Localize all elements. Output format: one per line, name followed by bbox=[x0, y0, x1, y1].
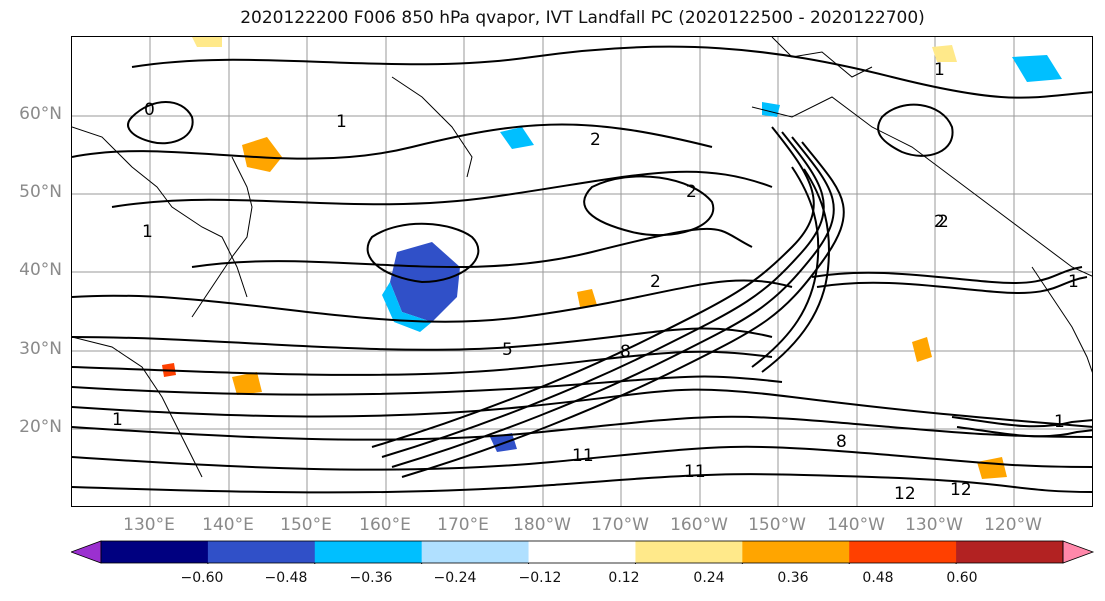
patch-yellow-2 bbox=[932, 45, 957, 62]
colorbar-outline bbox=[100, 540, 1064, 564]
patch-cyan-1 bbox=[500, 127, 534, 149]
colorbar-tick-label: −0.36 bbox=[349, 570, 393, 586]
map-canvas: 0 1 1 2 2 2 2 1 5 8 11 11 12 8 1 12 2 1 … bbox=[72, 37, 1092, 506]
contour-label: 2 bbox=[590, 130, 601, 150]
colorbar-tick-label: 0.12 bbox=[608, 570, 640, 586]
colorbar-segment bbox=[849, 541, 957, 563]
contour-label: 12 bbox=[950, 480, 972, 500]
patch-orange-1 bbox=[242, 137, 282, 172]
contour-label: 5 bbox=[502, 340, 513, 360]
lon-label: 160°W bbox=[670, 515, 728, 535]
patch-orange-5 bbox=[232, 372, 262, 395]
lon-label: 140°E bbox=[202, 515, 254, 535]
contour-label: 2 bbox=[686, 182, 697, 202]
contour-label: 1 bbox=[142, 222, 153, 242]
contour-label: 2 bbox=[938, 212, 949, 232]
contour-label: 2 bbox=[650, 272, 661, 292]
colorbar-tick-label: 0.48 bbox=[862, 570, 894, 586]
colorbar-tick-label: −0.60 bbox=[180, 570, 224, 586]
graticule bbox=[72, 37, 1092, 506]
contour-label: 1 bbox=[112, 410, 123, 430]
patch-cyan-3 bbox=[762, 102, 780, 117]
contour-label: 1 bbox=[934, 60, 945, 80]
patch-orange-4 bbox=[977, 457, 1007, 479]
patch-orange-2 bbox=[577, 289, 597, 307]
contour-label: 8 bbox=[620, 342, 631, 362]
lat-label: 50°N bbox=[19, 182, 62, 202]
colorbar-segment bbox=[635, 541, 743, 563]
colorbar-segment bbox=[101, 541, 209, 563]
colorbar-tick-label: −0.12 bbox=[518, 570, 562, 586]
lon-label: 170°E bbox=[437, 515, 489, 535]
shaded-patches bbox=[162, 37, 1062, 479]
colorbar-extension-low bbox=[71, 540, 102, 564]
lon-label: 170°W bbox=[591, 515, 649, 535]
contour-label: 12 bbox=[894, 484, 916, 504]
contour-label-group: 0 1 1 2 2 2 2 1 5 8 11 11 12 8 1 12 2 1 … bbox=[112, 60, 1079, 504]
colorbar-segment bbox=[207, 541, 316, 563]
coastlines bbox=[72, 37, 1092, 478]
patch-orange-3 bbox=[912, 337, 932, 362]
map-title: 2020122200 F006 850 hPa qvapor, IVT Land… bbox=[240, 8, 925, 28]
contour-label: 8 bbox=[836, 432, 847, 452]
lon-label: 120°W bbox=[984, 515, 1042, 535]
patch-cyan-2 bbox=[1012, 55, 1062, 82]
colorbar-extension-high bbox=[1062, 540, 1095, 564]
lon-label: 140°W bbox=[827, 515, 885, 535]
colorbar-tick-label: 0.60 bbox=[946, 570, 978, 586]
lon-label: 130°E bbox=[123, 515, 175, 535]
lon-label: 180°W bbox=[513, 515, 571, 535]
colorbar-segment bbox=[421, 541, 530, 563]
colorbar-segment bbox=[314, 541, 423, 563]
colorbar bbox=[71, 540, 1095, 564]
colorbar-segment bbox=[742, 541, 850, 563]
lon-label: 150°E bbox=[280, 515, 332, 535]
contour-label: 1 bbox=[1068, 272, 1079, 292]
colorbar-segment bbox=[956, 541, 1064, 563]
contour-label: 1 bbox=[336, 112, 347, 132]
map-panel: 0 1 1 2 2 2 2 1 5 8 11 11 12 8 1 12 2 1 … bbox=[71, 36, 1093, 507]
contour-label: 11 bbox=[572, 446, 594, 466]
lat-label: 20°N bbox=[19, 417, 62, 437]
lon-label: 160°E bbox=[359, 515, 411, 535]
contour-label: 2 bbox=[934, 212, 945, 232]
lon-label: 130°W bbox=[905, 515, 963, 535]
colorbar-tick-label: 0.36 bbox=[777, 570, 809, 586]
lat-label: 30°N bbox=[19, 339, 62, 359]
lat-label: 60°N bbox=[19, 104, 62, 124]
patch-yellow-1 bbox=[192, 37, 222, 47]
contour-label: 1 bbox=[1054, 412, 1065, 432]
colorbar-tick-label: −0.48 bbox=[264, 570, 308, 586]
colorbar-segment bbox=[528, 541, 636, 563]
contour-label: 11 bbox=[684, 462, 706, 482]
lon-label: 150°W bbox=[748, 515, 806, 535]
colorbar-tick-label: 0.24 bbox=[693, 570, 725, 586]
lat-label: 40°N bbox=[19, 260, 62, 280]
contours bbox=[72, 45, 1092, 494]
colorbar-tick-label: −0.24 bbox=[433, 570, 477, 586]
contour-label: 0 bbox=[144, 100, 155, 120]
